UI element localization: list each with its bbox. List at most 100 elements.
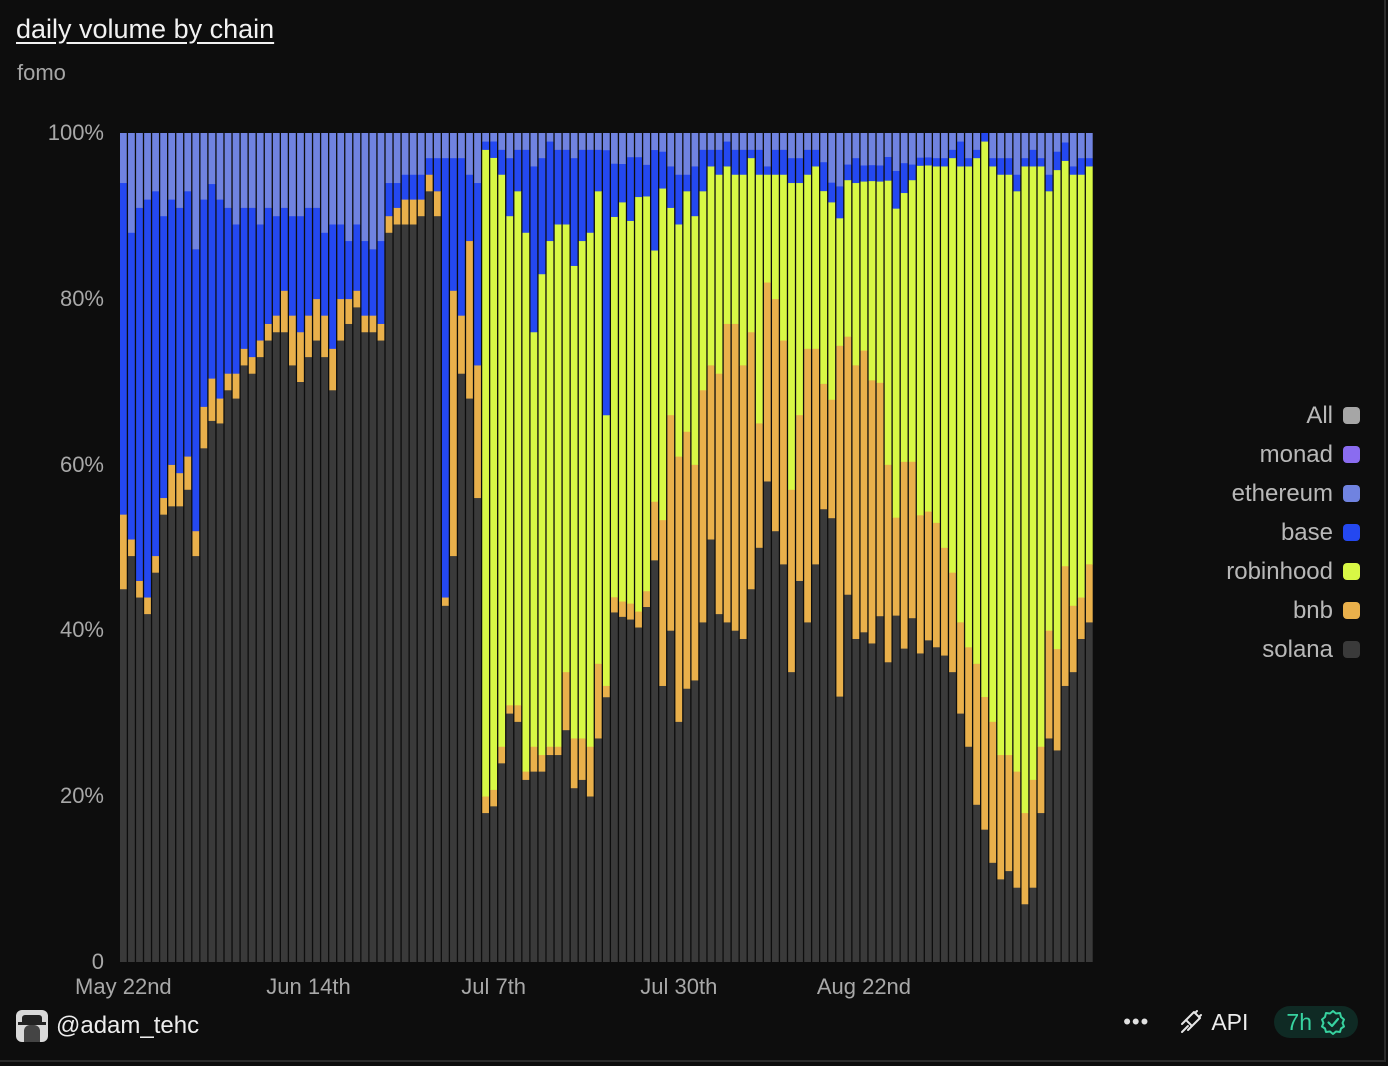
bar-base-83[interactable] — [788, 157, 795, 184]
bar-base-63[interactable] — [627, 156, 634, 221]
bar-bnb-53[interactable] — [546, 746, 554, 756]
bar-base-62[interactable] — [619, 163, 626, 203]
bar-solana-110[interactable] — [1005, 870, 1013, 962]
bar-base-97[interactable] — [900, 162, 908, 194]
bar-solana-37[interactable] — [417, 215, 425, 962]
bar-base-51[interactable] — [530, 166, 538, 333]
bar-base-107[interactable] — [981, 133, 989, 142]
bar-solana-56[interactable] — [570, 787, 578, 962]
bar-solana-66[interactable] — [651, 560, 659, 962]
bar-robinhood-69[interactable] — [675, 224, 683, 457]
bar-bnb-63[interactable] — [627, 603, 634, 620]
bar-ethereum-56[interactable] — [570, 133, 578, 159]
bar-ethereum-90[interactable] — [844, 133, 852, 165]
bar-solana-88[interactable] — [828, 517, 836, 962]
bar-base-110[interactable] — [1005, 157, 1013, 175]
bar-base-68[interactable] — [667, 166, 675, 208]
bar-bnb-69[interactable] — [675, 456, 683, 722]
bar-ethereum-1[interactable] — [128, 133, 135, 233]
bar-bnb-12[interactable] — [216, 398, 224, 424]
bar-solana-89[interactable] — [836, 696, 844, 962]
bar-ethereum-33[interactable] — [385, 133, 393, 184]
bar-robinhood-60[interactable] — [602, 414, 610, 686]
bar-base-14[interactable] — [232, 224, 240, 374]
bar-ethereum-22[interactable] — [297, 133, 304, 217]
bar-ethereum-52[interactable] — [538, 133, 546, 159]
bar-base-31[interactable] — [369, 249, 377, 316]
bar-bnb-87[interactable] — [820, 383, 828, 510]
bar-base-47[interactable] — [498, 149, 506, 175]
bar-base-80[interactable] — [763, 166, 771, 175]
bar-solana-44[interactable] — [474, 497, 481, 962]
bar-base-5[interactable] — [160, 215, 167, 499]
bar-robinhood-75[interactable] — [723, 166, 731, 324]
bar-base-85[interactable] — [804, 149, 811, 175]
bar-ethereum-26[interactable] — [329, 133, 337, 225]
bar-bnb-114[interactable] — [1037, 746, 1045, 814]
bar-solana-47[interactable] — [498, 763, 506, 962]
bar-ethereum-94[interactable] — [876, 133, 884, 166]
bar-ethereum-111[interactable] — [1013, 133, 1021, 175]
bar-bnb-40[interactable] — [441, 597, 449, 606]
bar-base-104[interactable] — [957, 141, 964, 167]
bar-solana-8[interactable] — [184, 489, 192, 962]
bar-base-119[interactable] — [1077, 157, 1085, 175]
bar-solana-58[interactable] — [586, 796, 594, 962]
bar-bnb-65[interactable] — [643, 590, 650, 608]
bar-ethereum-18[interactable] — [264, 133, 272, 208]
bar-base-36[interactable] — [409, 174, 417, 200]
bar-bnb-112[interactable] — [1021, 812, 1029, 905]
bar-base-111[interactable] — [1013, 174, 1021, 192]
bar-base-43[interactable] — [466, 174, 473, 242]
bar-base-23[interactable] — [305, 207, 312, 316]
legend-item-solana[interactable]: solana — [1226, 630, 1360, 669]
bar-solana-40[interactable] — [441, 605, 449, 962]
bar-ethereum-27[interactable] — [337, 133, 345, 225]
bar-base-41[interactable] — [450, 157, 457, 291]
bar-base-15[interactable] — [240, 207, 248, 349]
bar-solana-82[interactable] — [780, 564, 787, 962]
bar-base-71[interactable] — [691, 166, 699, 217]
bar-solana-115[interactable] — [1045, 738, 1053, 962]
bar-robinhood-113[interactable] — [1029, 166, 1037, 780]
bar-solana-32[interactable] — [377, 340, 385, 962]
bar-robinhood-110[interactable] — [1005, 174, 1013, 756]
bar-bnb-32[interactable] — [377, 323, 385, 341]
bar-bnb-119[interactable] — [1077, 597, 1085, 639]
bar-bnb-61[interactable] — [611, 596, 618, 613]
bar-bnb-102[interactable] — [941, 547, 948, 656]
bar-bnb-55[interactable] — [562, 671, 570, 731]
bar-bnb-59[interactable] — [594, 663, 602, 739]
bar-solana-104[interactable] — [957, 713, 964, 962]
bar-ethereum-113[interactable] — [1029, 133, 1037, 150]
bar-solana-118[interactable] — [1069, 671, 1077, 962]
bar-base-37[interactable] — [417, 174, 425, 200]
bar-ethereum-58[interactable] — [586, 133, 594, 150]
bar-ethereum-64[interactable] — [635, 133, 642, 158]
bar-bnb-98[interactable] — [908, 461, 916, 619]
bar-ethereum-104[interactable] — [957, 133, 964, 142]
bar-base-9[interactable] — [192, 249, 200, 532]
bar-bnb-74[interactable] — [715, 373, 723, 615]
bar-ethereum-79[interactable] — [755, 133, 763, 150]
bar-bnb-19[interactable] — [272, 315, 280, 333]
bar-base-117[interactable] — [1061, 142, 1069, 161]
bar-ethereum-112[interactable] — [1021, 133, 1029, 159]
bar-ethereum-0[interactable] — [120, 133, 127, 184]
bar-base-100[interactable] — [924, 157, 932, 166]
bar-solana-75[interactable] — [723, 622, 731, 962]
bar-robinhood-90[interactable] — [844, 179, 852, 337]
bar-ethereum-19[interactable] — [272, 133, 280, 217]
bar-base-108[interactable] — [989, 157, 997, 167]
bar-bnb-34[interactable] — [393, 207, 401, 225]
bar-bnb-67[interactable] — [659, 519, 667, 686]
bar-base-45[interactable] — [482, 141, 489, 150]
more-options-icon[interactable]: ••• — [1123, 1009, 1150, 1034]
bar-bnb-57[interactable] — [578, 738, 586, 780]
bar-base-70[interactable] — [683, 174, 691, 192]
bar-solana-20[interactable] — [280, 331, 288, 962]
bar-ethereum-100[interactable] — [924, 133, 932, 158]
bar-robinhood-119[interactable] — [1077, 174, 1085, 598]
bar-solana-4[interactable] — [152, 572, 159, 962]
bar-ethereum-4[interactable] — [152, 133, 159, 192]
